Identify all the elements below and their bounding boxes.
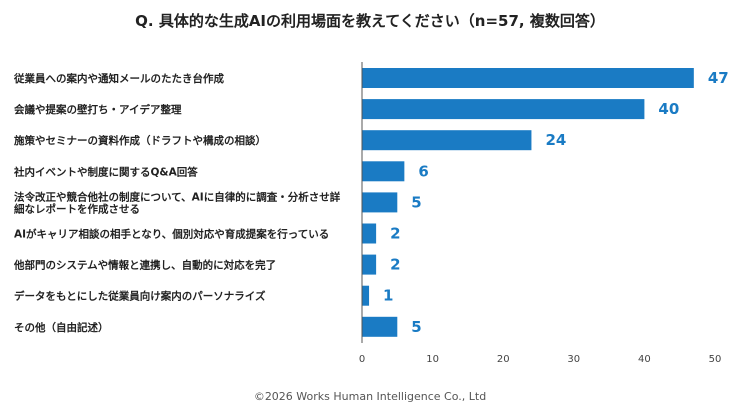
data-label: 2 [390, 256, 400, 274]
bar [362, 192, 398, 213]
x-tick-label: 40 [638, 354, 651, 365]
x-tick-label: 20 [497, 354, 510, 365]
data-label: 5 [411, 318, 421, 336]
bar [362, 285, 370, 306]
bar [362, 161, 405, 182]
bar [362, 254, 377, 275]
chart-title: Q. 具体的な生成AIの利用場面を教えてください（n=57, 複数回答） [135, 12, 605, 30]
data-label: 5 [411, 193, 421, 211]
bar [362, 130, 532, 151]
x-tick-label: 10 [426, 354, 439, 365]
data-label: 40 [658, 100, 679, 118]
category-label: その他（自由記述） [14, 321, 109, 334]
category-label: データをもとにした従業員向け案内のパーソナライズ [14, 290, 266, 303]
category-label: 施策やセミナーの資料作成（ドラフトや構成の相談） [14, 134, 266, 147]
data-label: 24 [545, 131, 566, 149]
x-tick-label: 50 [709, 354, 722, 365]
data-label: 6 [418, 162, 428, 180]
bar [362, 316, 398, 337]
data-label: 1 [383, 287, 393, 305]
data-label: 2 [390, 225, 400, 243]
category-label: AIがキャリア相談の相手となり、個別対応や育成提案を行っている [14, 228, 329, 241]
bar [362, 99, 645, 120]
category-label: 法令改正や競合他社の制度について、AIに自律的に調査・分析させ詳細なレポートを作… [14, 190, 341, 215]
category-label: 社内イベントや制度に関するQ&A回答 [13, 165, 198, 178]
x-tick-label: 30 [567, 354, 580, 365]
category-label: 他部門のシステムや情報と連携し、自動的に対応を完了 [13, 259, 276, 272]
x-tick-label: 0 [359, 354, 365, 365]
category-label: 従業員への案内や通知メールのたたき台作成 [13, 72, 224, 85]
category-label: 会議や提案の壁打ち・アイデア整理 [14, 103, 182, 116]
bar [362, 223, 377, 244]
bar [362, 68, 694, 88]
data-label: 47 [708, 69, 729, 87]
copyright: ©2026 Works Human Intelligence Co., Ltd [254, 390, 486, 403]
